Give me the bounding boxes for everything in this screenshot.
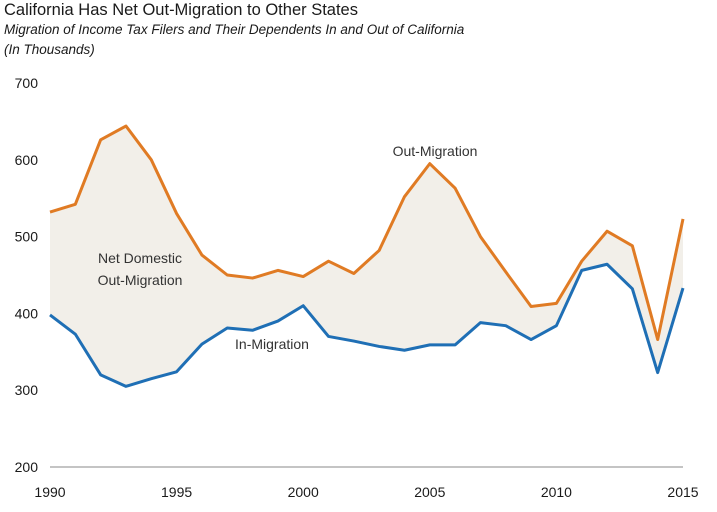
annotation-net-out-migration: Out-Migration: [98, 272, 183, 288]
y-tick-label: 500: [15, 229, 39, 245]
x-axis-ticks: 1990 1995 2000 2005 2010 2015: [34, 484, 698, 500]
x-tick-label: 2000: [288, 484, 319, 500]
x-tick-label: 2010: [541, 484, 572, 500]
series-line-in-migration: [49, 262, 685, 388]
net-migration-area: [50, 126, 683, 387]
chart-title: California Has Net Out-Migration to Othe…: [4, 1, 358, 19]
y-tick-label: 300: [15, 382, 39, 398]
series-line-out-migration: [49, 124, 685, 342]
y-tick-label: 700: [15, 75, 39, 91]
chart-units: (In Thousands): [4, 42, 95, 57]
annotation-net-domestic: Net Domestic: [98, 250, 182, 266]
annotation-in-migration: In-Migration: [235, 336, 309, 352]
annotation-out-migration: Out-Migration: [393, 143, 478, 159]
y-tick-label: 400: [15, 305, 39, 321]
series-lines: [49, 124, 685, 388]
chart-subtitle: Migration of Income Tax Filers and Their…: [4, 22, 465, 37]
y-axis-ticks: 200 300 400 500 600 700: [15, 75, 39, 475]
x-tick-label: 2015: [667, 484, 698, 500]
y-tick-label: 600: [15, 152, 39, 168]
x-tick-label: 2005: [414, 484, 445, 500]
x-tick-label: 1990: [34, 484, 65, 500]
x-tick-label: 1995: [161, 484, 192, 500]
y-tick-label: 200: [15, 459, 39, 475]
